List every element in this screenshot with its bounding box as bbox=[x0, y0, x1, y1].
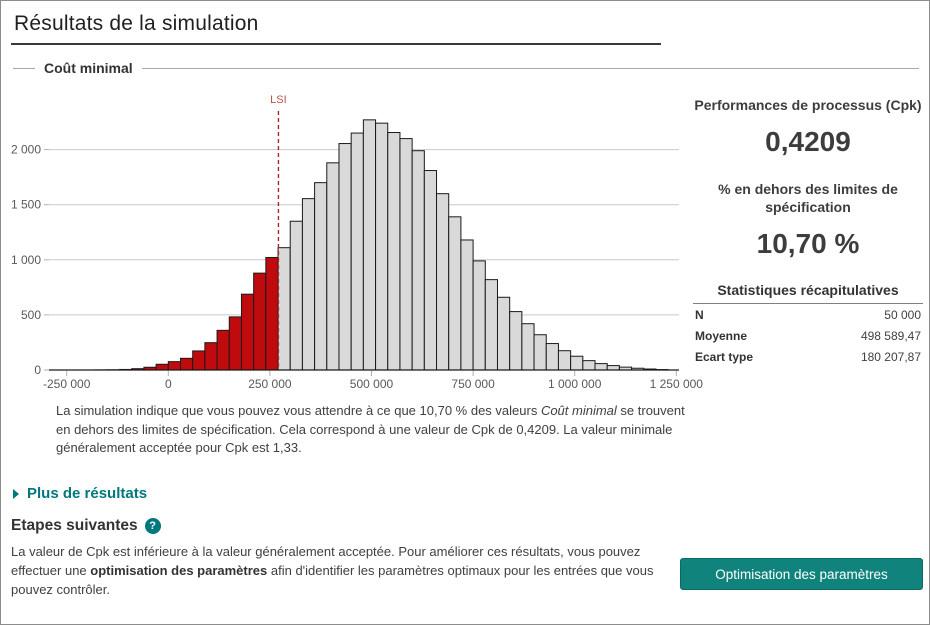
stat-row-n: N 50 000 bbox=[693, 304, 923, 325]
svg-text:2 000: 2 000 bbox=[11, 143, 41, 157]
chevron-right-icon bbox=[13, 488, 19, 499]
next-steps-body: La valeur de Cpk est inférieure à la val… bbox=[11, 544, 641, 578]
more-results-expander[interactable]: Plus de résultats bbox=[13, 485, 147, 502]
svg-text:750 000: 750 000 bbox=[451, 377, 495, 391]
next-steps-text: La valeur de Cpk est inférieure à la val… bbox=[11, 542, 673, 599]
out-of-spec-heading: % en dehors des limites de spécification bbox=[718, 181, 898, 215]
cpk-heading: Performances de processus (Cpk) bbox=[694, 97, 922, 113]
svg-text:0: 0 bbox=[165, 377, 172, 391]
svg-text:500: 500 bbox=[21, 308, 41, 322]
variable-section-header: Coût minimal bbox=[13, 60, 919, 76]
svg-text:500 000: 500 000 bbox=[350, 377, 394, 391]
caption-variable-name: Coût minimal bbox=[540, 403, 617, 418]
summary-statistics-title: Statistiques récapitulatives bbox=[693, 282, 923, 304]
stat-label: Ecart type bbox=[695, 350, 754, 364]
legend-line-right bbox=[141, 67, 919, 69]
page-title: Résultats de la simulation bbox=[14, 12, 259, 35]
svg-text:1 500: 1 500 bbox=[11, 198, 41, 212]
summary-statistics: Statistiques récapitulatives N 50 000 Mo… bbox=[693, 282, 923, 367]
next-steps-heading: Etapes suivantes ? bbox=[11, 517, 161, 535]
more-results-label: Plus de résultats bbox=[27, 485, 148, 502]
stat-value: 180 207,87 bbox=[860, 350, 921, 364]
svg-text:LSI: LSI bbox=[270, 94, 287, 106]
caption-text: se trouvent en dehors des limites de spé… bbox=[56, 403, 685, 455]
stat-label: Moyenne bbox=[695, 329, 748, 343]
parameter-optimization-button[interactable]: Optimisation des paramètres bbox=[680, 558, 923, 590]
svg-text:-250 000: -250 000 bbox=[43, 377, 91, 391]
caption-text: La simulation indique que vous pouvez vo… bbox=[56, 403, 541, 418]
title-underline bbox=[11, 43, 661, 45]
out-of-spec-value: 10,70 % bbox=[756, 228, 860, 259]
stat-value: 498 589,47 bbox=[860, 329, 921, 343]
svg-text:1 000 000: 1 000 000 bbox=[548, 377, 602, 391]
svg-text:1 000: 1 000 bbox=[11, 253, 41, 267]
summary-panel: Performances de processus (Cpk) 0,4209 %… bbox=[693, 96, 923, 367]
svg-text:0: 0 bbox=[34, 363, 41, 377]
legend-line-left bbox=[13, 67, 35, 69]
stat-row-mean: Moyenne 498 589,47 bbox=[693, 325, 923, 346]
svg-text:250 000: 250 000 bbox=[248, 377, 292, 391]
variable-name: Coût minimal bbox=[44, 60, 133, 76]
stat-label: N bbox=[695, 308, 704, 322]
simulation-caption: La simulation indique que vous pouvez vo… bbox=[56, 402, 701, 458]
help-icon[interactable]: ? bbox=[144, 518, 161, 534]
svg-text:1 250 000: 1 250 000 bbox=[650, 377, 704, 391]
next-steps-bold: optimisation des paramètres bbox=[90, 563, 268, 578]
stat-row-stdev: Ecart type 180 207,87 bbox=[693, 346, 923, 367]
stat-value: 50 000 bbox=[884, 308, 921, 322]
next-steps-title: Etapes suivantes bbox=[11, 517, 138, 534]
cpk-value: 0,4209 bbox=[765, 126, 851, 157]
next-steps-body: afin d'identifier les paramètres optimau… bbox=[11, 563, 654, 597]
